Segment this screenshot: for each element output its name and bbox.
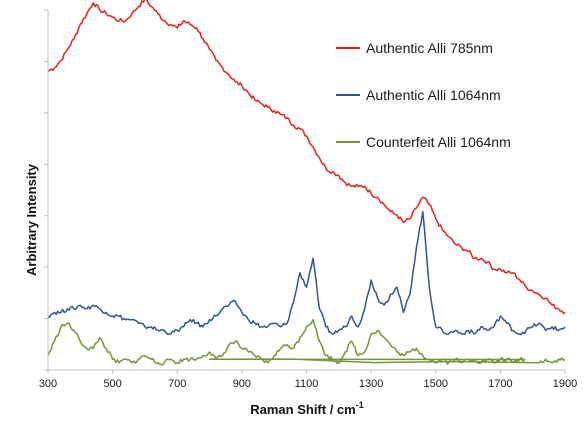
x-tick-label: 1100 <box>295 378 319 390</box>
series-line-1 <box>47 0 566 315</box>
legend-label: Authentic Alli 785nm <box>366 40 493 56</box>
legend: Authentic Alli 785nm Authentic Alli 1064n… <box>336 40 511 150</box>
x-tick-label: 1700 <box>488 378 512 390</box>
legend-label: Counterfeit Alli 1064nm <box>366 134 511 150</box>
legend-label: Authentic Alli 1064nm <box>366 87 501 103</box>
axes: 300 500 700 900 1100 1300 1500 1700 1900 <box>39 9 577 390</box>
x-tick-label: 1500 <box>424 378 448 390</box>
x-tick-label: 1900 <box>553 378 577 390</box>
x-axis-title: Raman Shift / cm-1 <box>250 400 363 417</box>
x-tick-label: 900 <box>233 378 251 390</box>
x-tick-label: 700 <box>168 378 186 390</box>
x-tick-label: 300 <box>39 378 57 390</box>
series-line-2 <box>47 210 566 336</box>
x-tick-label: 1300 <box>359 378 383 390</box>
plot-area <box>47 0 566 366</box>
x-tick-label: 500 <box>103 378 121 390</box>
y-axis-title: Arbitrary Intensity <box>24 163 39 276</box>
series-line-3 <box>47 318 566 366</box>
